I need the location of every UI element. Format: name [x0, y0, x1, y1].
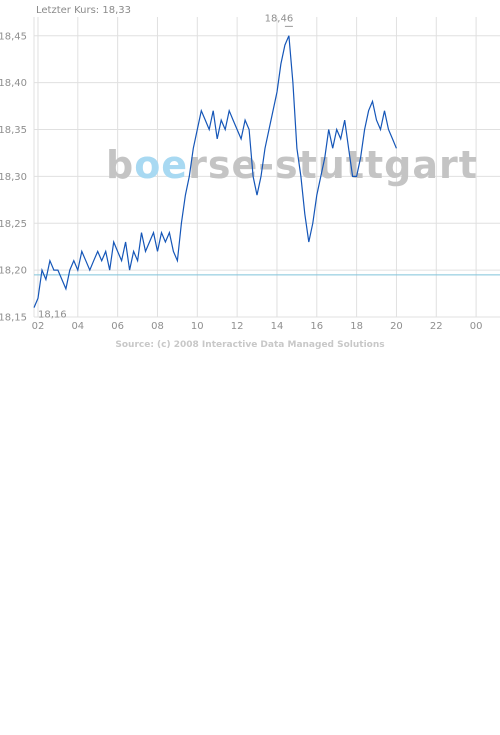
y-tick-label: 18,40 [0, 78, 27, 89]
y-tick-label: 18,20 [0, 266, 27, 277]
last-price-label: Letzter Kurs: 18,33 [36, 5, 131, 16]
price-line [33, 35, 397, 308]
source-caption: Source: (c) 2008 Interactive Data Manage… [115, 340, 384, 350]
intraday-price-chart: boerse-stuttgart 18,1518,2018,2518,3018,… [0, 13, 500, 350]
min-price-label: 18,16 [38, 310, 67, 321]
x-tick-label: 20 [390, 321, 403, 332]
y-tick-label: 18,25 [0, 219, 27, 230]
x-tick-label: 00 [470, 321, 483, 332]
x-tick-label: 18 [350, 321, 363, 332]
x-tick-label: 08 [151, 321, 164, 332]
x-tick-label: 16 [310, 321, 323, 332]
y-tick-label: 18,15 [0, 313, 27, 324]
y-tick-label: 18,35 [0, 125, 27, 136]
watermark-boerse-stuttgart: boerse-stuttgart [106, 143, 478, 187]
y-tick-label: 18,30 [0, 172, 27, 183]
x-tick-label: 22 [430, 321, 443, 332]
x-tick-label: 12 [231, 321, 244, 332]
x-tick-label: 04 [71, 321, 84, 332]
watermark-part2: rse-stuttgart [188, 143, 478, 187]
watermark-part1: b [106, 143, 134, 187]
watermark-accent: oe [134, 143, 188, 187]
annotations: 18,46 18,16 [38, 13, 293, 320]
x-axis-ticks: 02 04 06 08 10 12 14 16 18 20 22 00 [32, 321, 483, 332]
y-tick-label: 18,45 [0, 31, 27, 42]
chart-grid [33, 17, 500, 318]
x-tick-label: 02 [32, 321, 45, 332]
max-price-label: 18,46 [265, 13, 294, 24]
y-axis-ticks: 18,15 18,20 18,25 18,30 18,35 18,40 18,45 [0, 31, 27, 323]
x-tick-label: 10 [191, 321, 204, 332]
x-tick-label: 14 [271, 321, 284, 332]
x-tick-label: 06 [111, 321, 124, 332]
